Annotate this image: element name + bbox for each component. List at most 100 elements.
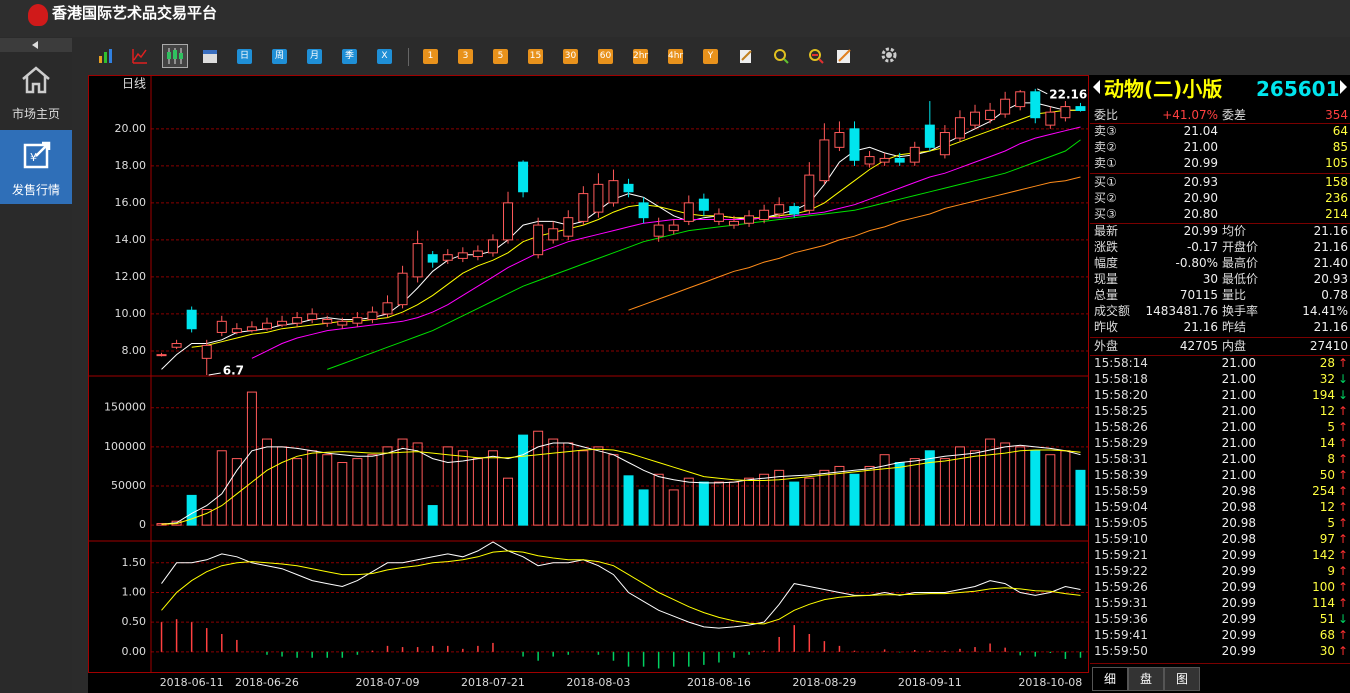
volume-bar [774,469,785,526]
interval-button[interactable]: 5 [493,49,508,64]
volume-bar [939,458,950,526]
candle-body [1015,91,1026,108]
line-icon[interactable] [132,48,148,64]
zoom-out-icon[interactable] [808,48,824,64]
candle-body [231,328,242,333]
bid-volume: 236 [1325,191,1348,205]
period-button[interactable]: 日 [237,49,252,64]
trade-price: 20.98 [1221,516,1256,530]
sidebar: 市场主页 ¥ 发售行情 [0,38,72,693]
candle-body [985,109,996,121]
trade-arrow: ↑ [1337,452,1348,466]
candle-body [518,161,529,193]
bar-icon[interactable] [97,48,113,64]
ratio-value: 354 [1325,108,1348,122]
trade-volume: 5 [1327,516,1335,530]
candle-body [487,239,498,254]
candle-body [503,202,514,241]
panel-tab[interactable]: 图 [1164,667,1200,691]
trade-volume: 51 [1319,612,1335,626]
period-button[interactable]: X [377,49,392,64]
trade-price: 20.99 [1221,644,1256,658]
zoom-in-icon[interactable] [773,48,789,64]
volume-bar [367,454,378,526]
interval-button[interactable]: 2hr [633,49,648,64]
candle-body [397,272,408,306]
volume-bar [578,450,589,526]
x-tick-label: 2018-08-16 [687,676,751,689]
volume-bar [759,473,770,526]
trade-time: 15:59:10 [1094,532,1148,546]
collapse-bar[interactable] [0,38,72,52]
settings-icon[interactable] [880,46,898,64]
trade-arrow: ↓ [1337,612,1348,626]
indicator-line [161,442,1081,525]
draw-icon[interactable] [836,48,852,64]
outer-label: 外盘 [1094,339,1119,353]
candle-body [879,157,890,163]
period-button[interactable]: 月 [307,49,322,64]
candle-body [563,217,574,237]
chart-background [88,75,1090,693]
volume-bar [1015,446,1026,526]
panel-tab[interactable]: 盘 [1128,667,1164,691]
trade-time: 15:59:41 [1094,628,1148,642]
nav-item[interactable]: 市场主页 [0,54,72,128]
candle-body [834,132,845,148]
trade-time: 15:58:14 [1094,356,1148,370]
volume-bar [337,462,348,526]
stat-value: 21.40 [1313,256,1348,270]
volume-bar [849,473,860,526]
stat-label: 成交额 [1094,304,1131,318]
svg-text:¥: ¥ [30,151,37,164]
candle-body [894,157,905,163]
period-button[interactable]: 周 [272,49,287,64]
volume-bar [623,475,634,526]
candle-body [578,193,589,222]
y-tick-label: 0.00 [122,645,147,658]
trade-volume: 8 [1327,452,1335,466]
interval-button[interactable]: 4hr [668,49,683,64]
panel-tab[interactable]: 细 [1092,667,1128,691]
candle-body [849,128,860,161]
candle-body [789,206,800,215]
x-tick-label: 2018-08-03 [566,676,630,689]
volume-bar [1045,454,1056,526]
next-arrow[interactable] [1340,80,1347,94]
volume-bar [487,450,498,526]
y-tick-label: 150000 [104,401,146,414]
separator [1090,663,1350,664]
interval-button[interactable]: Y [703,49,718,64]
trade-time: 15:59:50 [1094,644,1148,658]
ask-volume: 105 [1325,156,1348,170]
candle-body [427,254,438,263]
stat-label: 最高价 [1222,256,1259,270]
interval-button[interactable]: 30 [563,49,578,64]
interval-button[interactable]: 3 [458,49,473,64]
stat-label: 涨跌 [1094,240,1119,254]
bid-volume: 158 [1325,175,1348,189]
y-tick-label: 50000 [111,479,146,492]
bid-price: 20.93 [1183,175,1218,189]
calendar-icon[interactable] [202,48,218,64]
stat-value: 70115 [1179,288,1218,302]
volume-bar [894,462,905,526]
interval-button[interactable]: 15 [528,49,543,64]
prev-arrow[interactable] [1093,80,1100,94]
candle-icon[interactable] [162,44,188,68]
volume-bar [804,477,815,526]
stat-label: 开盘价 [1222,240,1259,254]
edit-icon[interactable] [738,48,754,64]
volume-bar [427,505,438,526]
indicator-line [161,448,1081,525]
stat-value: 20.99 [1183,224,1218,238]
interval-button[interactable]: 60 [598,49,613,64]
candle-body [442,254,453,261]
stat-label: 总量 [1094,288,1119,302]
nav-item-active[interactable]: ¥ 发售行情 [0,130,72,204]
separator [1090,355,1350,356]
candle-body [201,344,212,359]
period-button[interactable]: 季 [342,49,357,64]
interval-button[interactable]: 1 [423,49,438,64]
chart-area: 日线 8.00 10.00 12.00 14.00 16.00 18.00 20.00 22.… [88,75,1090,693]
